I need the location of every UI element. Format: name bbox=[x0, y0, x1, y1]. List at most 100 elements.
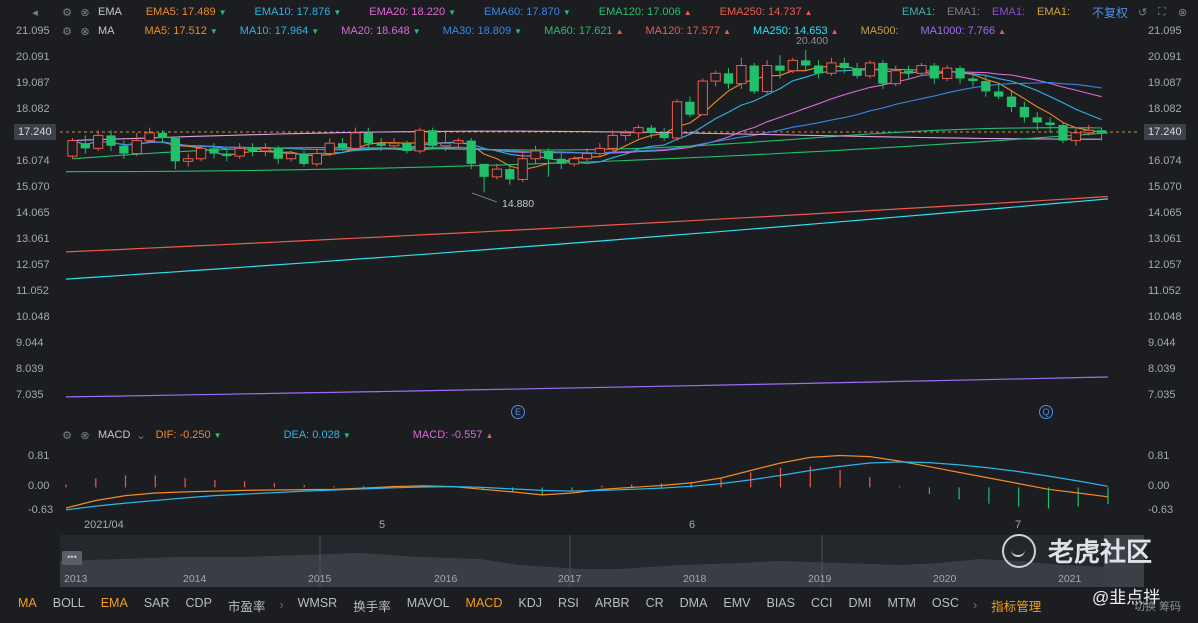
event-marker-e[interactable]: E bbox=[511, 405, 525, 419]
tab-18[interactable]: DMI bbox=[848, 595, 872, 610]
navigator-year: 2015 bbox=[308, 573, 332, 585]
tab-10[interactable]: KDJ bbox=[518, 595, 542, 610]
candle bbox=[183, 153, 194, 167]
ma-label: MA bbox=[98, 25, 115, 37]
range-navigator[interactable]: ••• bbox=[60, 535, 1108, 587]
macd-chart[interactable] bbox=[0, 445, 1198, 545]
navigator-year: 2016 bbox=[434, 573, 458, 585]
indicator-value: MA5: 17.512 ▼ bbox=[144, 25, 218, 37]
ma1000-line bbox=[65, 376, 1109, 398]
tab-scroll-right-icon[interactable]: › bbox=[279, 598, 284, 612]
price-tick: 8.039 bbox=[1148, 363, 1176, 375]
navigator-handle[interactable]: ••• bbox=[62, 551, 82, 565]
macd-toolbar: ⚙ ⊗ MACD ⌄ DIF: -0.250 ▼ DEA: 0.028 ▼ MACD… bbox=[0, 426, 1198, 444]
candle bbox=[530, 145, 541, 164]
trend-icon: ▼ bbox=[514, 26, 523, 36]
tab-4[interactable]: CDP bbox=[185, 595, 212, 610]
tab-7[interactable]: 换手率 bbox=[353, 599, 391, 614]
settings-icon[interactable]: ⚙ bbox=[62, 25, 72, 38]
tab-15[interactable]: EMV bbox=[723, 595, 751, 610]
price-tick: 13.061 bbox=[16, 232, 50, 245]
candle bbox=[968, 73, 978, 87]
tab-scroll-right-icon-2[interactable]: › bbox=[973, 598, 978, 612]
watermark-title: 老虎社区 bbox=[1048, 537, 1153, 567]
close-panel-icon[interactable]: ⊗ bbox=[1178, 6, 1188, 19]
candle bbox=[607, 130, 618, 151]
tab-3[interactable]: SAR bbox=[143, 595, 170, 610]
indicator-value: EMA1: bbox=[902, 6, 936, 18]
candle bbox=[453, 138, 464, 149]
fullscreen-icon[interactable]: ⛶ bbox=[1158, 5, 1166, 18]
candle bbox=[1006, 91, 1017, 113]
navigator-year: 2020 bbox=[933, 573, 957, 585]
ma-values: MA5: 17.512 ▼ MA10: 17.964 ▼ MA20: 18.648 ▼ MA… bbox=[145, 25, 1029, 37]
collapse-arrow-icon[interactable]: ◂ bbox=[32, 6, 38, 19]
navigator-selection[interactable] bbox=[1104, 535, 1144, 587]
trend-icon: ▲ bbox=[998, 26, 1007, 36]
tab-19[interactable]: MTM bbox=[887, 595, 916, 610]
indicator-value: EMA250: 14.737 ▲ bbox=[719, 6, 813, 18]
candle bbox=[864, 60, 876, 79]
tab-17[interactable]: CCI bbox=[811, 595, 833, 610]
tab-14[interactable]: DMA bbox=[679, 595, 708, 610]
tab-5[interactable]: 市盈率 bbox=[227, 599, 266, 614]
price-tick: 16.074 bbox=[1148, 154, 1182, 167]
candle bbox=[903, 65, 914, 79]
candle bbox=[131, 132, 142, 157]
indicator-value: MA10: 17.964 ▼ bbox=[239, 25, 320, 37]
tab-16[interactable]: BIAS bbox=[766, 595, 796, 610]
indicator-value: EMA1: bbox=[1037, 6, 1071, 18]
candle bbox=[659, 127, 669, 141]
candle bbox=[929, 62, 939, 84]
candle bbox=[440, 130, 451, 151]
watermark-user: @韭点拌 bbox=[1092, 588, 1161, 607]
trend-icon: ▼ bbox=[412, 26, 421, 36]
tab-8[interactable]: MAVOL bbox=[406, 595, 450, 610]
tab-12[interactable]: ARBR bbox=[594, 595, 630, 610]
chevron-down-icon[interactable]: ⌄ bbox=[136, 429, 146, 442]
tab-1[interactable]: BOLL bbox=[52, 595, 85, 610]
settings-icon[interactable]: ⚙ bbox=[62, 429, 72, 442]
indicator-value: MA20: 18.648 ▼ bbox=[341, 25, 421, 37]
current-price-tag-left: 17.240 bbox=[14, 124, 56, 140]
tab-0[interactable]: MA bbox=[18, 595, 37, 610]
trend-icon: ▼ bbox=[209, 26, 218, 36]
settings-icon[interactable]: ⚙ bbox=[62, 6, 72, 19]
no-adjust-button[interactable]: 不复权 bbox=[1092, 5, 1129, 20]
candle bbox=[749, 62, 759, 95]
indicator-manage-button[interactable]: 指标管理 bbox=[991, 599, 1042, 614]
ema-values: EMA5: 17.489 ▼ EMA10: 17.876 ▼ EMA20: 18.220… bbox=[146, 6, 841, 18]
candle bbox=[981, 75, 991, 97]
macd-tick: 0.00 bbox=[1148, 480, 1170, 493]
indicator-value: EMA1: bbox=[992, 6, 1026, 18]
trend-icon: ▲ bbox=[683, 7, 692, 17]
tab-13[interactable]: CR bbox=[645, 595, 664, 610]
tab-2[interactable]: EMA bbox=[100, 595, 128, 610]
event-marker-e-label: E bbox=[514, 407, 521, 417]
refresh-icon[interactable]: ↺ bbox=[1138, 6, 1148, 19]
price-tick: 12.057 bbox=[16, 258, 50, 271]
time-label: 6 bbox=[689, 519, 696, 531]
ema-extra-values: EMA1: EMA1: EMA1: EMA1: bbox=[902, 6, 1082, 18]
close-icon[interactable]: ⊗ bbox=[80, 6, 90, 19]
navigator-year: 2014 bbox=[183, 573, 207, 585]
close-icon[interactable]: ⊗ bbox=[80, 429, 90, 442]
navigator-year: 2021 bbox=[1058, 573, 1082, 585]
macd-tick: 0.00 bbox=[28, 480, 50, 493]
price-tick: 18.082 bbox=[1148, 103, 1182, 115]
price-tick: 10.048 bbox=[16, 310, 50, 323]
candle bbox=[195, 145, 207, 162]
ma250-line bbox=[65, 198, 1109, 280]
price-chart[interactable]: 20.400 14.880 bbox=[0, 0, 1198, 420]
tab-20[interactable]: OSC bbox=[931, 595, 960, 610]
candle bbox=[106, 130, 116, 151]
candle bbox=[826, 57, 837, 76]
tab-6[interactable]: WMSR bbox=[297, 595, 338, 610]
close-icon[interactable]: ⊗ bbox=[80, 25, 90, 38]
tab-11[interactable]: RSI bbox=[557, 595, 579, 610]
event-marker-q[interactable]: Q bbox=[1039, 405, 1053, 419]
candle bbox=[247, 143, 258, 157]
candle bbox=[388, 138, 400, 149]
tab-9[interactable]: MACD bbox=[465, 595, 503, 610]
current-price-tag-right: 17.240 bbox=[1144, 124, 1186, 140]
